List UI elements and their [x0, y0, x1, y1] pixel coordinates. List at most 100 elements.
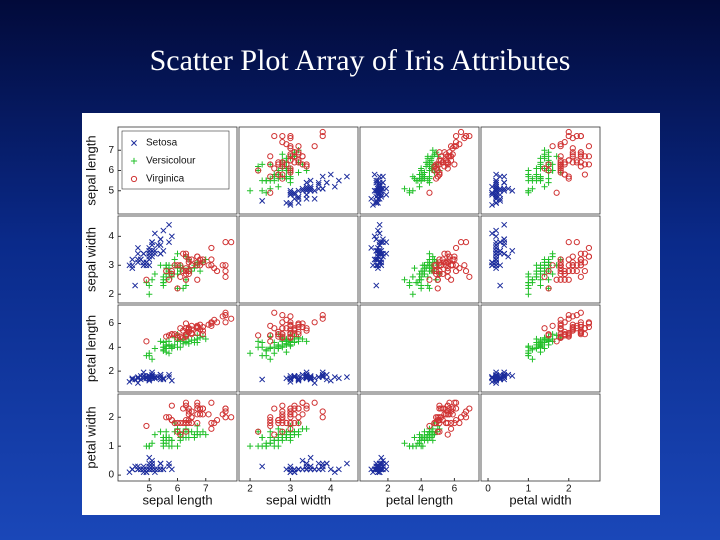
- point: [446, 253, 453, 260]
- point: [307, 177, 314, 184]
- point: [311, 399, 318, 406]
- legend-label: Versicolour: [146, 156, 196, 167]
- point: [295, 159, 302, 166]
- point: [307, 372, 314, 379]
- point: [585, 161, 593, 168]
- point: [295, 149, 302, 156]
- point: [146, 253, 153, 260]
- point: [493, 171, 500, 178]
- point: [222, 267, 229, 275]
- point: [493, 187, 500, 194]
- point: [188, 326, 195, 333]
- point: [267, 414, 274, 421]
- point: [303, 460, 310, 467]
- point: [129, 256, 136, 263]
- point: [208, 419, 215, 427]
- point: [188, 262, 195, 269]
- point: [188, 428, 195, 435]
- point: [228, 315, 235, 322]
- point: [303, 425, 310, 432]
- point: [299, 411, 306, 418]
- point: [436, 419, 443, 427]
- point: [303, 338, 310, 345]
- point: [140, 375, 147, 382]
- point: [197, 267, 204, 275]
- x-tick-label: 2: [566, 484, 572, 495]
- panel-frame: [480, 393, 601, 482]
- point: [436, 171, 443, 178]
- point: [287, 153, 294, 160]
- point: [434, 276, 441, 283]
- point: [565, 256, 572, 263]
- point: [146, 375, 153, 382]
- point: [501, 221, 508, 228]
- point: [166, 463, 172, 470]
- point: [525, 352, 532, 359]
- point: [255, 344, 262, 351]
- point: [185, 408, 192, 415]
- point: [271, 350, 278, 357]
- point: [275, 417, 282, 424]
- point: [545, 331, 552, 338]
- point: [255, 332, 262, 339]
- point: [177, 437, 184, 444]
- point: [255, 428, 262, 435]
- point: [177, 431, 184, 438]
- x-tick-label: 1: [526, 484, 532, 495]
- point: [409, 273, 416, 280]
- point: [569, 262, 576, 269]
- point: [174, 419, 181, 427]
- x-tick-label: 2: [247, 484, 253, 495]
- point: [446, 153, 453, 160]
- point: [267, 428, 274, 435]
- point: [287, 411, 294, 418]
- point: [275, 171, 282, 178]
- panel-frame: [480, 304, 601, 393]
- point: [299, 457, 306, 464]
- point: [577, 321, 584, 328]
- point: [569, 267, 576, 275]
- point: [208, 262, 215, 269]
- point: [541, 273, 548, 280]
- point: [444, 267, 451, 275]
- point: [303, 161, 310, 168]
- point: [132, 282, 139, 289]
- point: [271, 344, 278, 351]
- point: [174, 285, 181, 292]
- point: [222, 319, 229, 326]
- point: [199, 256, 207, 263]
- point: [501, 369, 508, 376]
- point: [311, 195, 318, 202]
- point: [222, 262, 229, 269]
- point: [311, 143, 318, 150]
- point: [271, 325, 278, 332]
- point: [375, 466, 381, 473]
- point: [148, 276, 156, 283]
- point: [299, 335, 306, 343]
- point: [213, 267, 221, 275]
- point: [171, 262, 178, 269]
- point: [182, 339, 190, 346]
- point: [271, 437, 278, 444]
- point: [577, 259, 584, 266]
- point: [228, 239, 235, 246]
- point: [160, 443, 167, 450]
- point: [299, 320, 306, 327]
- point: [493, 372, 500, 379]
- point: [378, 239, 385, 246]
- point: [287, 145, 294, 152]
- point: [143, 422, 150, 430]
- point: [557, 322, 564, 329]
- point: [303, 325, 310, 332]
- point: [267, 189, 274, 196]
- point: [255, 167, 262, 174]
- point: [275, 419, 282, 427]
- point: [537, 276, 544, 283]
- panel-frame: [359, 304, 480, 393]
- point: [157, 262, 164, 269]
- point: [343, 173, 350, 180]
- point: [375, 195, 381, 202]
- point: [452, 262, 460, 269]
- point: [163, 267, 170, 275]
